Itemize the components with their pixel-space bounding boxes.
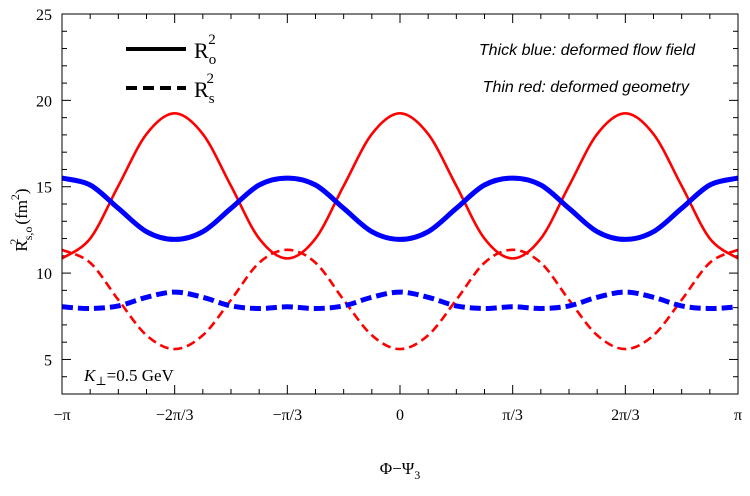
- series-line-red-solid: [61, 112, 739, 260]
- x-tick-label: π: [734, 407, 742, 424]
- y-axis-label: Rs,o2(fm2): [7, 188, 35, 251]
- annotation-blue-note: Thick blue: deformed flow field: [479, 42, 696, 59]
- y-tick-label: 15: [36, 180, 52, 197]
- annotation-momentum: K⊥=0.5 GeV: [83, 366, 175, 388]
- x-tick-label: −π: [53, 407, 70, 424]
- annotation-red-note: Thin red: deformed geometry: [483, 79, 690, 96]
- legend: Ro2 Rs2: [126, 32, 216, 107]
- x-tick-label: −π/3: [273, 407, 303, 424]
- tick-labels-layer: −π −2π/3 −π/3 0 π/3 2π/3 π 5 10 15 20 25: [36, 7, 742, 424]
- x-axis-label: Φ−Ψ3: [380, 459, 421, 482]
- y-tick-label: 20: [36, 93, 52, 110]
- plot-background: [62, 14, 738, 394]
- legend-label-rs: Rs2: [194, 71, 215, 107]
- series-layer: [61, 112, 739, 351]
- plot-frame: [61, 13, 739, 395]
- y-tick-label: 5: [44, 352, 52, 369]
- x-tick-label: π/3: [502, 407, 523, 424]
- y-tick-label: 25: [36, 7, 52, 24]
- series-line-red-dashed: [61, 248, 739, 351]
- series-line-blue-dashed: [61, 289, 739, 312]
- y-tick-label: 10: [36, 266, 52, 283]
- legend-label-ro: Ro2: [194, 32, 216, 68]
- x-tick-label: 2π/3: [611, 407, 640, 424]
- x-tick-label: 0: [396, 407, 404, 424]
- series-line-blue-solid: [61, 175, 739, 242]
- x-tick-label: −2π/3: [156, 407, 194, 424]
